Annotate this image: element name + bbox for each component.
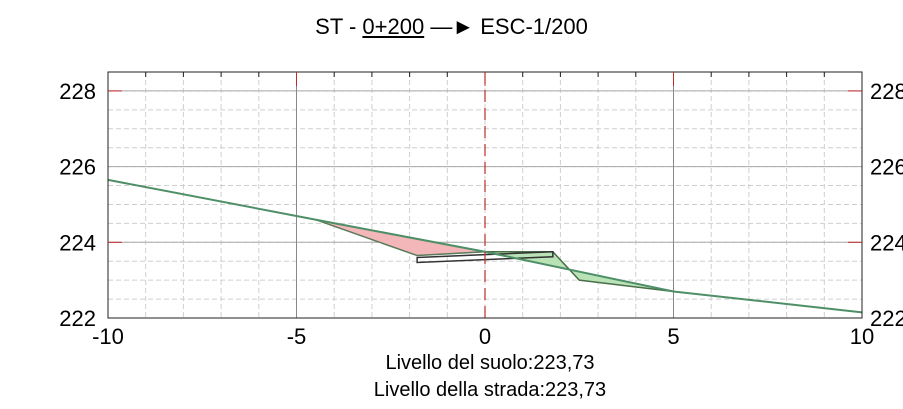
- y-tick-label-left: 224: [59, 230, 96, 255]
- y-tick-label-left: 222: [59, 306, 96, 331]
- title-prefix: ST -: [315, 14, 363, 39]
- axes: [107, 71, 863, 319]
- profile-lines: [107, 178, 863, 314]
- arrow-icon: —►: [430, 14, 475, 39]
- y-tick-label-right: 222: [870, 306, 903, 331]
- y-tick-label-left: 226: [59, 155, 96, 180]
- road-platform: [416, 250, 554, 264]
- y-tick-label-left: 228: [59, 79, 96, 104]
- y-tick-label-right: 224: [870, 230, 903, 255]
- x-tick-label: 5: [667, 324, 679, 349]
- scale-label: ESC-1/200: [480, 14, 588, 39]
- section-title: ST - 0+200 —► ESC-1/200: [0, 14, 903, 40]
- x-tick-label: -5: [287, 324, 307, 349]
- x-tick-label: 10: [850, 324, 874, 349]
- ground-profile-line: [107, 178, 863, 314]
- station-label: 0+200: [362, 14, 425, 39]
- y-tick-label-right: 228: [870, 79, 903, 104]
- y-tick-label-right: 226: [870, 155, 903, 180]
- x-tick-label: -10: [92, 324, 124, 349]
- road-level-label: Livello della strada:223,73: [373, 379, 607, 401]
- ground-level-label: Livello del suolo:223,73: [385, 352, 595, 374]
- x-tick-label: 0: [479, 324, 491, 349]
